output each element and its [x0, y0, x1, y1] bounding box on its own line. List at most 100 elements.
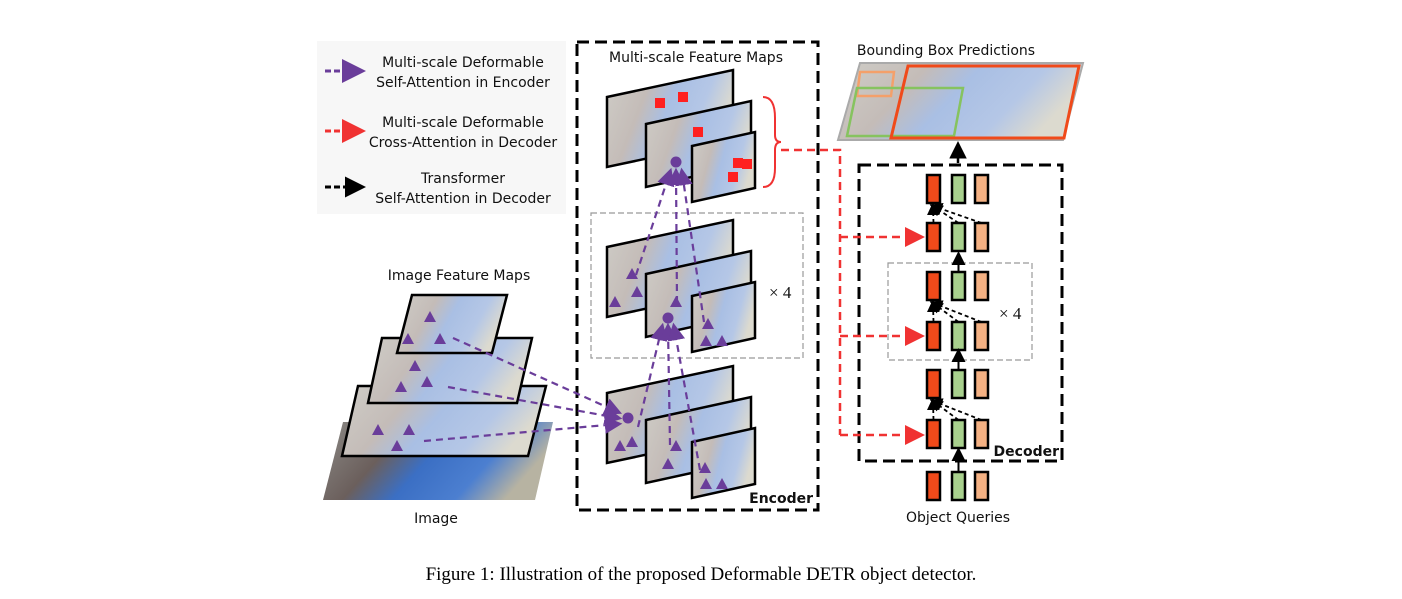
sampling-point-triangle-icon	[700, 478, 712, 489]
encoder-attention-arrow	[423, 416, 623, 443]
decoder-token-row	[925, 320, 990, 352]
sampling-point-triangle-icon	[395, 381, 407, 392]
sampling-point-triangle-icon	[391, 440, 403, 451]
query-token-red	[925, 221, 942, 253]
sampling-point-square-icon	[693, 127, 703, 137]
legend-item-2-line1: Multi-scale Deformable	[382, 115, 544, 131]
query-token-peach	[973, 221, 990, 253]
predicted-box-red	[889, 64, 1081, 140]
query-token-green	[950, 418, 967, 450]
sampling-point-triangle-icon	[716, 335, 728, 346]
query-token-red	[925, 320, 942, 352]
query-token-red	[925, 173, 942, 205]
multi-scale-feature-maps-label: Multi-scale Feature Maps	[609, 50, 783, 66]
legend-item-1-line2: Self-Attention in Encoder	[376, 75, 550, 91]
decoder: × 4 Decoder Object Queries	[857, 141, 1064, 526]
query-point-dot-icon	[670, 156, 682, 168]
sampling-point-square-icon	[655, 98, 665, 108]
sampling-point-triangle-icon	[434, 333, 446, 344]
query-token-green	[950, 470, 967, 502]
query-token-red	[925, 418, 942, 450]
decoder-self-attention-arrow	[930, 300, 960, 323]
query-token-green	[950, 221, 967, 253]
query-token-green	[950, 320, 967, 352]
bounding-box-predictions-label: Bounding Box Predictions	[857, 43, 1035, 59]
encoder-box	[575, 40, 820, 512]
decoder-self-attention-arrow	[930, 204, 959, 224]
encoder-attention-arrow	[636, 322, 668, 428]
query-token-peach	[973, 368, 990, 400]
sampling-point-square-icon	[728, 172, 738, 182]
query-token-red	[925, 368, 942, 400]
sampling-point-triangle-icon	[700, 335, 712, 346]
legend-item-3-line2: Self-Attention in Decoder	[375, 191, 551, 207]
sampling-point-triangle-icon	[670, 440, 682, 451]
sampling-point-triangle-icon	[626, 268, 638, 279]
feature-map-stack-top	[605, 68, 757, 204]
top-feature-maps-brace	[762, 96, 782, 188]
cross-attention-trunk	[781, 148, 842, 435]
image-feature-maps-label: Image Feature Maps	[388, 268, 531, 284]
encoder-repeat-box	[590, 212, 804, 359]
decoder-self-attention-arrow	[926, 397, 940, 421]
encoder-attention-arrow	[634, 167, 675, 276]
encoder: Multi-scale Feature Maps Encoder × 4	[372, 40, 820, 512]
sampling-point-square-icon	[733, 158, 743, 168]
encoder-attention-arrow	[659, 322, 678, 446]
decoder-token-row	[925, 418, 990, 450]
feature-map-stack-bottom	[605, 364, 757, 500]
legend-item-3-line1: Transformer	[420, 171, 505, 187]
cross-attention-connections	[781, 148, 925, 445]
query-token-peach	[973, 320, 990, 352]
query-token-peach	[973, 270, 990, 302]
image-label: Image	[414, 511, 458, 527]
query-token-red	[925, 470, 942, 502]
sampling-point-triangle-icon	[421, 376, 433, 387]
decoder-token-row	[925, 173, 990, 205]
sampling-point-square-icon	[678, 92, 688, 102]
sampling-point-triangle-icon	[424, 311, 436, 322]
figure-caption: Figure 1: Illustration of the proposed D…	[426, 564, 977, 585]
encoder-attention-arrow	[447, 385, 623, 425]
decoder-token-row	[925, 270, 990, 302]
bounding-box-predictions: Bounding Box Predictions	[836, 43, 1085, 141]
sampling-point-triangle-icon	[409, 360, 421, 371]
object-queries-label: Object Queries	[906, 510, 1010, 526]
encoder-self-attention-connections	[423, 167, 706, 471]
sampling-point-triangle-icon	[372, 424, 384, 435]
query-token-green	[950, 173, 967, 205]
query-token-peach	[973, 173, 990, 205]
query-point-dot-icon	[622, 412, 634, 424]
decoder-repeat-label: × 4	[999, 304, 1022, 323]
query-point-dot-icon	[662, 312, 674, 324]
legend-item-2-line2: Cross-Attention in Decoder	[369, 135, 558, 151]
query-token-peach	[973, 470, 990, 502]
sampling-point-triangle-icon	[614, 440, 626, 451]
sampling-point-square-icon	[742, 159, 752, 169]
decoder-token-row	[925, 221, 990, 253]
feature-map-stack-middle	[605, 218, 757, 354]
object-queries-row	[925, 470, 990, 502]
decoder-self-attention-arrow	[929, 203, 982, 224]
sampling-point-triangle-icon	[609, 296, 621, 307]
sampling-point-triangle-icon	[699, 462, 711, 473]
image-feature-map-small	[395, 293, 509, 355]
sampling-point-triangle-icon	[716, 478, 728, 489]
sampling-point-triangle-icon	[402, 333, 414, 344]
feature-map-scale-3	[690, 280, 757, 354]
sampling-point-triangle-icon	[403, 424, 415, 435]
decoder-self-attention-arrow	[926, 299, 940, 323]
query-token-peach	[973, 418, 990, 450]
sampling-point-triangle-icon	[702, 318, 714, 329]
sampling-point-triangle-icon	[662, 458, 674, 469]
encoder-attention-arrow	[675, 167, 706, 323]
query-token-green	[950, 270, 967, 302]
decoder-box	[857, 163, 1064, 463]
decoder-self-attention-arrow	[930, 398, 960, 421]
encoder-repeat-label: × 4	[769, 283, 792, 302]
decoder-self-attention-arrow	[926, 202, 940, 224]
legend-item-1-line1: Multi-scale Deformable	[382, 55, 544, 71]
query-token-green	[950, 368, 967, 400]
